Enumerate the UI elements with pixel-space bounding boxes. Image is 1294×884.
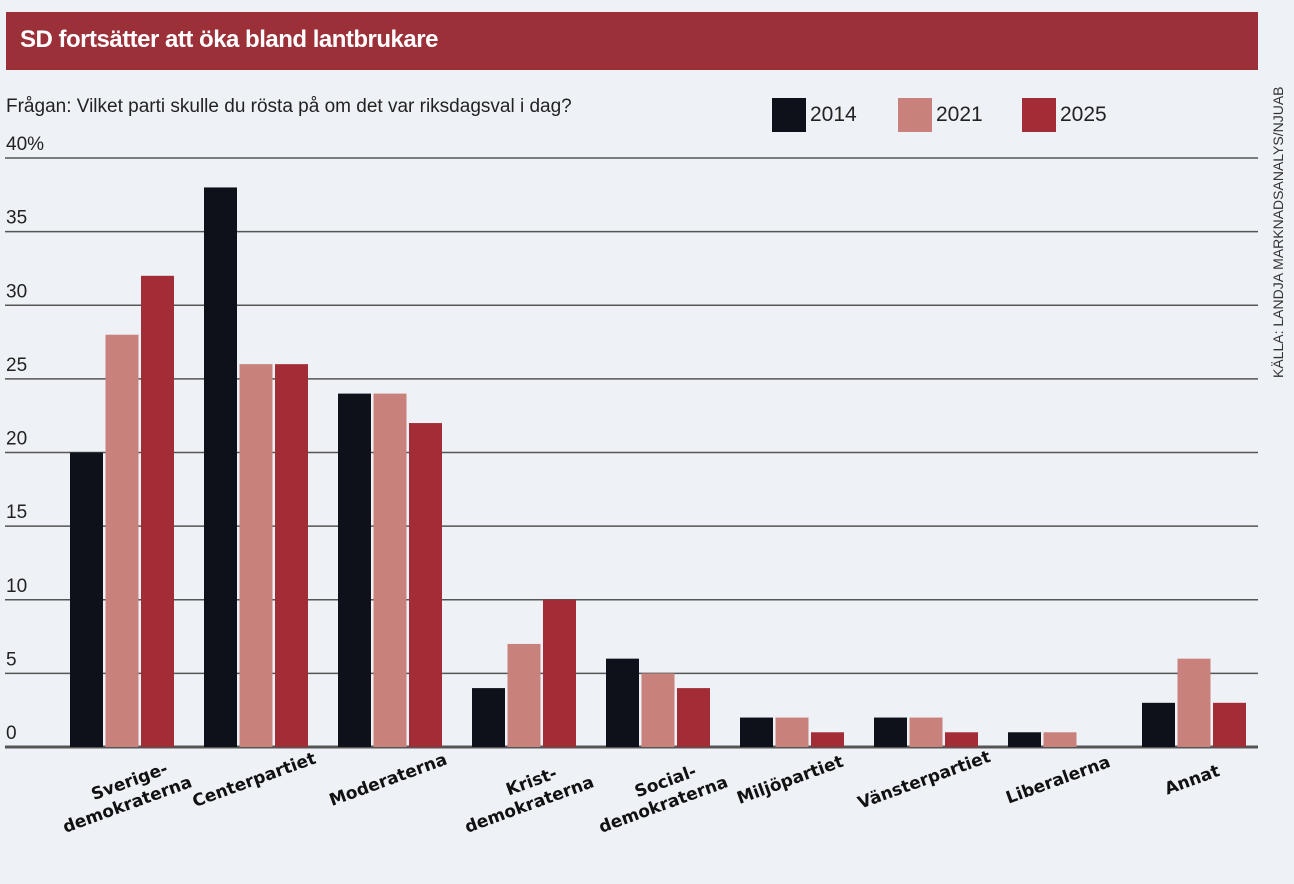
bar-2025 [141, 275, 174, 747]
bar-2025 [945, 732, 978, 747]
y-tick-label: 40% [6, 134, 44, 155]
x-tick-label: Annat [1162, 761, 1222, 799]
bar-2014 [204, 187, 237, 747]
legend-swatch [898, 98, 932, 132]
x-tick-label-line: Annat [1162, 761, 1222, 799]
bar-2021 [641, 673, 675, 747]
y-tick-label: 15 [6, 502, 27, 523]
bar-2021 [1043, 732, 1077, 747]
x-tick-label-line: Miljöpartiet [734, 752, 846, 809]
bar-2021 [775, 717, 809, 747]
bar-2025 [677, 688, 710, 747]
bar-2014 [1008, 732, 1041, 747]
x-tick-label: Krist-demokraterna [455, 753, 597, 838]
x-tick-label-line: Liberalerna [1003, 752, 1113, 808]
bar-2025 [543, 599, 576, 747]
legend-label: 2025 [1060, 103, 1107, 126]
y-tick-label: 10 [6, 576, 27, 597]
bar-2014 [338, 393, 371, 747]
bar-2021 [105, 334, 139, 747]
x-tick-label: Vänsterpartiet [855, 747, 993, 814]
legend-label: 2014 [810, 103, 857, 126]
y-tick-label: 5 [6, 649, 17, 670]
x-tick-label: Sverige-demokraterna [53, 753, 195, 838]
bar-2014 [740, 717, 773, 747]
bar-2021 [373, 393, 407, 747]
x-tick-label: Centerpartiet [190, 749, 319, 812]
legend-item-2025: 2025 [1022, 98, 1107, 132]
bar-2014 [606, 658, 639, 747]
legend-swatch [772, 98, 806, 132]
chart-subtitle: Frågan: Vilket parti skulle du rösta på … [6, 96, 572, 117]
legend-swatch [1022, 98, 1056, 132]
x-tick-label-line: Vänsterpartiet [855, 747, 993, 814]
x-tick-label-line: Moderaterna [327, 750, 450, 811]
bar-2021 [909, 717, 943, 747]
bar-2025 [275, 364, 308, 747]
bar-2014 [70, 452, 103, 747]
bar-2014 [874, 717, 907, 747]
legend-item-2014: 2014 [772, 98, 857, 132]
x-tick-label: Social-demokraterna [589, 753, 731, 838]
legend-item-2021: 2021 [898, 98, 983, 132]
bar-2014 [1142, 702, 1175, 747]
y-tick-label: 30 [6, 281, 27, 302]
bar-2021 [1177, 658, 1211, 747]
bar-2025 [811, 732, 844, 747]
bar-2021 [239, 364, 273, 747]
bar-2021 [507, 643, 541, 747]
legend-label: 2021 [936, 103, 983, 126]
x-tick-label: Liberalerna [1003, 752, 1113, 808]
x-tick-label: Moderaterna [327, 750, 450, 811]
chart-title: SD fortsätter att öka bland lantbrukare [20, 26, 438, 53]
title-banner: SD fortsätter att öka bland lantbrukare [6, 12, 1258, 70]
bar-2014 [472, 688, 505, 747]
x-tick-label-line: Centerpartiet [190, 749, 319, 812]
x-tick-label: Miljöpartiet [734, 752, 846, 809]
y-tick-label: 0 [6, 723, 17, 744]
y-tick-label: 35 [6, 208, 27, 229]
bar-2025 [1213, 702, 1246, 747]
y-tick-label: 25 [6, 355, 27, 376]
bar-2025 [409, 423, 442, 747]
y-tick-label: 20 [6, 429, 27, 450]
